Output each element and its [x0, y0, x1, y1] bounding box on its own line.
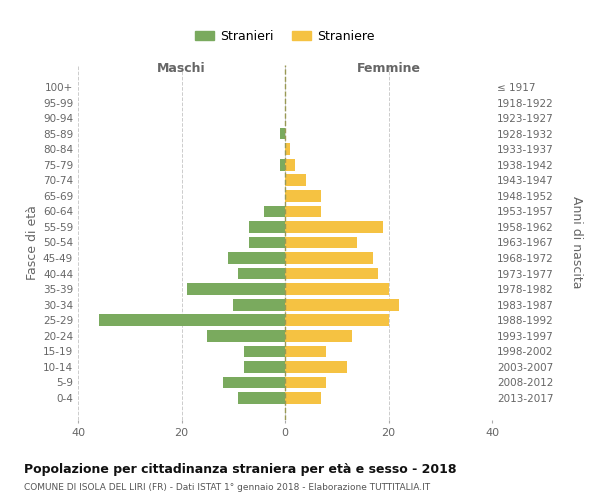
Bar — [285, 159, 295, 170]
Y-axis label: Anni di nascita: Anni di nascita — [570, 196, 583, 289]
Text: Popolazione per cittadinanza straniera per età e sesso - 2018: Popolazione per cittadinanza straniera p… — [24, 462, 457, 475]
Y-axis label: Fasce di età: Fasce di età — [26, 205, 39, 280]
Bar — [280, 128, 285, 140]
Bar — [249, 221, 285, 233]
Bar — [285, 252, 373, 264]
Bar — [285, 361, 347, 373]
Bar — [244, 361, 285, 373]
Bar — [285, 221, 383, 233]
Bar — [233, 299, 285, 310]
Bar — [285, 376, 326, 388]
Bar — [187, 284, 285, 295]
Bar — [238, 268, 285, 280]
Bar — [208, 330, 285, 342]
Text: Femmine: Femmine — [356, 62, 421, 74]
Text: Maschi: Maschi — [157, 62, 206, 74]
Bar — [244, 346, 285, 357]
Bar — [285, 346, 326, 357]
Bar — [285, 144, 290, 155]
Bar — [285, 330, 352, 342]
Bar — [285, 206, 321, 217]
Bar — [99, 314, 285, 326]
Bar — [285, 314, 389, 326]
Bar — [285, 284, 389, 295]
Bar — [265, 206, 285, 217]
Bar — [285, 268, 378, 280]
Bar — [223, 376, 285, 388]
Bar — [285, 392, 321, 404]
Bar — [228, 252, 285, 264]
Bar — [285, 236, 358, 248]
Bar — [238, 392, 285, 404]
Legend: Stranieri, Straniere: Stranieri, Straniere — [190, 25, 380, 48]
Text: COMUNE DI ISOLA DEL LIRI (FR) - Dati ISTAT 1° gennaio 2018 - Elaborazione TUTTIT: COMUNE DI ISOLA DEL LIRI (FR) - Dati IST… — [24, 484, 430, 492]
Bar — [249, 236, 285, 248]
Bar — [285, 174, 306, 186]
Bar — [285, 190, 321, 202]
Bar — [285, 299, 399, 310]
Bar — [280, 159, 285, 170]
